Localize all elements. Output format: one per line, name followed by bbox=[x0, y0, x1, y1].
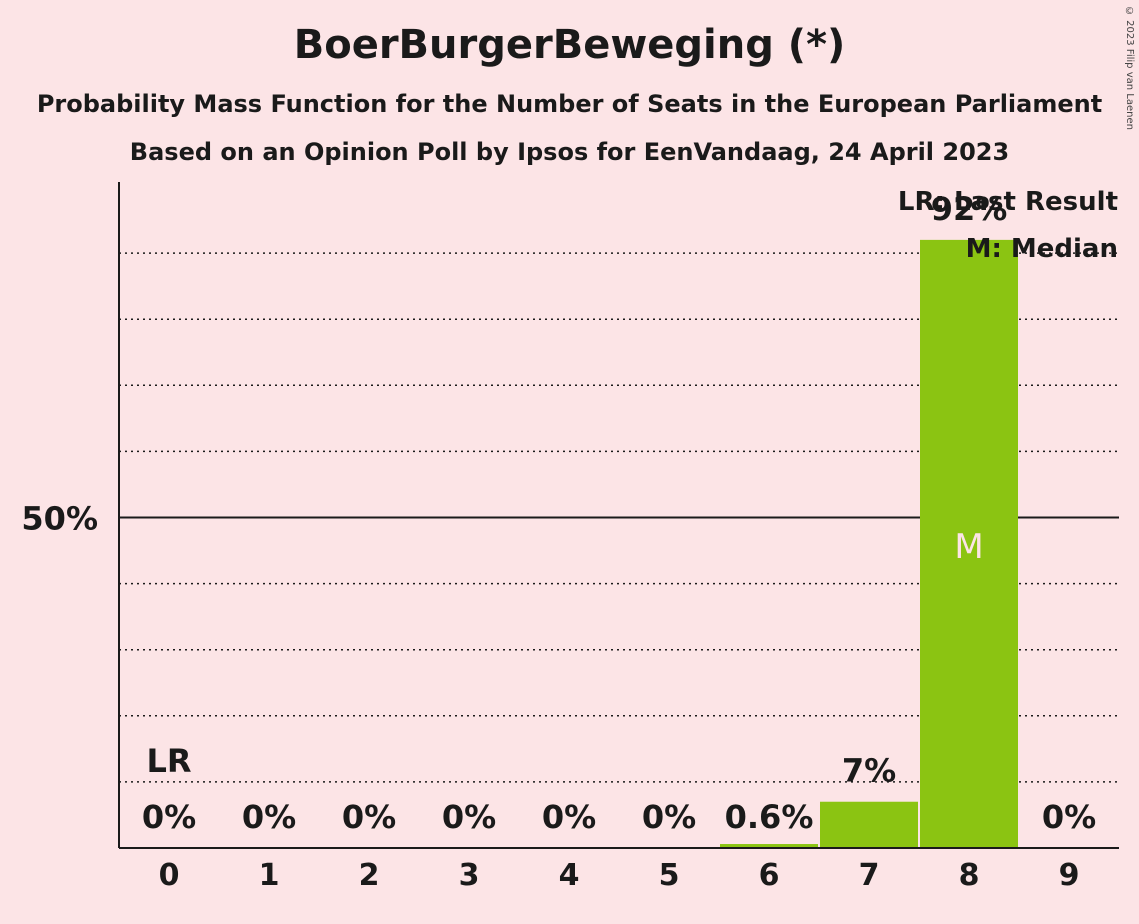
chart-title: BoerBurgerBeweging (*) bbox=[293, 22, 846, 68]
legend-last-result: LR: Last Result bbox=[898, 187, 1118, 217]
x-tick-label-4: 4 bbox=[559, 858, 580, 893]
data-label-6: 0.6% bbox=[725, 798, 814, 836]
chart-subtitle: Probability Mass Function for the Number… bbox=[36, 90, 1103, 118]
data-label-9: 0% bbox=[1042, 798, 1096, 836]
median-marker: M bbox=[954, 527, 983, 567]
x-tick-label-5: 5 bbox=[659, 858, 680, 893]
chart-source: Based on an Opinion Poll by Ipsos for Ee… bbox=[129, 138, 1010, 166]
data-label-8: 92% bbox=[931, 190, 1008, 228]
x-tick-label-2: 2 bbox=[359, 858, 380, 893]
data-label-2: 0% bbox=[342, 798, 396, 836]
x-tick-label-3: 3 bbox=[459, 858, 480, 893]
y-tick-label: 50% bbox=[21, 500, 98, 538]
bar-8 bbox=[920, 239, 1018, 848]
bar-7 bbox=[820, 801, 918, 848]
data-label-1: 0% bbox=[242, 798, 296, 836]
data-label-5: 0% bbox=[642, 798, 696, 836]
bar-6 bbox=[720, 844, 818, 848]
data-label-7: 7% bbox=[842, 752, 896, 790]
data-label-4: 0% bbox=[542, 798, 596, 836]
data-label-3: 0% bbox=[442, 798, 496, 836]
data-label-0: 0% bbox=[142, 798, 196, 836]
x-tick-label-1: 1 bbox=[259, 858, 280, 893]
x-tick-label-9: 9 bbox=[1059, 858, 1080, 893]
x-tick-label-6: 6 bbox=[759, 858, 780, 893]
x-tick-label-8: 8 bbox=[959, 858, 980, 893]
legend-median: M: Median bbox=[966, 234, 1118, 264]
copyright-notice: © 2023 Filip van Laenen bbox=[1124, 6, 1135, 130]
x-tick-label-7: 7 bbox=[859, 858, 880, 893]
last-result-marker: LR bbox=[146, 742, 191, 780]
x-tick-label-0: 0 bbox=[159, 858, 180, 893]
